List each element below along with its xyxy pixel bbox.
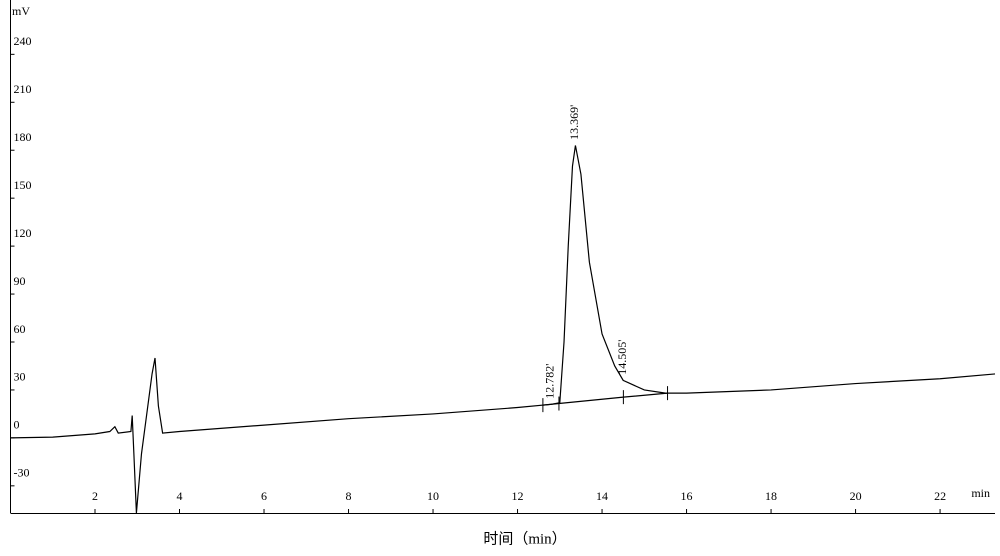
y-tick-label: 180 xyxy=(14,130,32,144)
peak-label: 14.505' xyxy=(615,340,629,375)
x-tick-label: 18 xyxy=(765,489,777,503)
peak-label: 13.369' xyxy=(567,105,581,140)
x-tick-label: 14 xyxy=(596,489,608,503)
y-tick-label: 30 xyxy=(14,370,26,384)
x-tick-label: 6 xyxy=(261,489,267,503)
y-tick-label: 120 xyxy=(14,226,32,240)
x-tick-label: 2 xyxy=(92,489,98,503)
x-tick-label: 10 xyxy=(427,489,439,503)
y-tick-label: 0 xyxy=(14,418,20,432)
y-tick-label: 90 xyxy=(14,274,26,288)
y-tick-label: 240 xyxy=(14,34,32,48)
y-tick-label: 210 xyxy=(14,82,32,96)
x-axis-title: 时间（min） xyxy=(483,530,566,547)
trace xyxy=(10,145,996,514)
x-tick-label: 8 xyxy=(346,489,352,503)
y-tick-label: 150 xyxy=(14,178,32,192)
peak-label: 12.782' xyxy=(542,364,556,399)
x-tick-label: 20 xyxy=(850,489,862,503)
x-tick-label: 22 xyxy=(934,489,946,503)
x-tick-label: 16 xyxy=(681,489,693,503)
x-axis-unit: min xyxy=(971,486,990,500)
x-tick-label: 12 xyxy=(512,489,524,503)
x-tick-label: 4 xyxy=(177,489,183,503)
y-tick-label: 60 xyxy=(14,322,26,336)
trace xyxy=(542,392,668,406)
y-axis-unit: mV xyxy=(12,4,30,18)
y-tick-label: -30 xyxy=(14,466,30,480)
